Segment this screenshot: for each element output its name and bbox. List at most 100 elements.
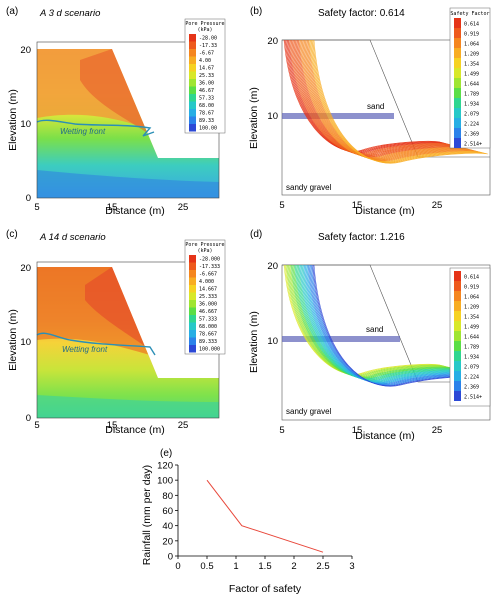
panel-e-axes xyxy=(177,465,352,557)
legend-value: 89.333 xyxy=(199,339,217,345)
legend-value: 78.667 xyxy=(199,332,217,338)
legend-swatch xyxy=(454,98,461,108)
panel-a-xtick: 5 xyxy=(34,202,39,213)
legend-value: 100.00 xyxy=(199,126,217,132)
slip-surface xyxy=(286,39,445,153)
legend-swatch xyxy=(454,311,461,321)
panel-a-ylabel: Elevation (m) xyxy=(7,89,19,151)
legend-value: 2.514+ xyxy=(464,142,482,148)
panel-c-ylabel: Elevation (m) xyxy=(7,309,19,371)
slip-surface xyxy=(286,264,445,376)
legend-value: 1.499 xyxy=(464,72,479,78)
panel-c-ytick: 20 xyxy=(20,263,31,274)
slip-surface xyxy=(294,264,458,379)
legend-swatch xyxy=(189,41,196,49)
legend-value: 36.00 xyxy=(199,81,214,87)
panel-a-legend: Pore Pressure (kPa) -28.00-17.33 -6.674.0… xyxy=(184,18,226,134)
legend-value: -28.000 xyxy=(199,257,220,263)
legend-value: 2.224 xyxy=(464,375,479,381)
legend-swatch xyxy=(189,277,196,285)
panel-e-ytick-label: 120 xyxy=(157,461,173,472)
panel-a-xtick: 15 xyxy=(107,202,118,213)
legend-swatch xyxy=(454,118,461,128)
panel-c-suction-zone xyxy=(85,267,150,350)
panel-e-ytick-label: 80 xyxy=(162,491,173,502)
legend-value: 2.224 xyxy=(464,122,479,128)
panel-c-scenario: A 14 d scenario xyxy=(39,232,106,243)
panel-c-saturated-zone xyxy=(37,395,219,418)
panel-d-legend-entries: 0.614 0.919 1.064 1.209 1.354 1.499 1.644 1.789… xyxy=(454,271,482,401)
legend-value: 4.00 xyxy=(199,58,211,64)
legend-swatch xyxy=(189,124,196,132)
legend-value: 0.614 xyxy=(464,275,479,281)
legend-value: 25.33 xyxy=(199,73,214,79)
panel-e-series-line xyxy=(206,479,324,553)
panel-b-xlabel: Distance (m) xyxy=(355,205,415,217)
panel-e: (e) 0 0.5 1 1.5 2 2.5 3 0 20 40 60 80 100 120 Factor … xyxy=(141,448,355,594)
legend-swatch xyxy=(189,94,196,102)
panel-b-ylabel: Elevation (m) xyxy=(248,87,260,149)
panel-a-wetting-front-line xyxy=(36,119,155,137)
panel-c-label: (c) xyxy=(6,229,18,240)
panel-d-sand-layer xyxy=(282,336,400,342)
legend-swatch xyxy=(454,38,461,48)
panel-e-ytick-label: 100 xyxy=(157,476,173,487)
legend-value: 1.644 xyxy=(464,335,479,341)
legend-swatch xyxy=(189,337,196,345)
legend-swatch xyxy=(189,270,196,278)
panel-b-label: (b) xyxy=(250,6,262,17)
slip-surface xyxy=(293,264,457,379)
legend-value: 1.789 xyxy=(464,345,479,351)
legend-value: 25.333 xyxy=(199,294,217,300)
panel-a-pore-field xyxy=(36,49,219,198)
panel-b-title: Safety factor: 0.614 xyxy=(318,8,405,19)
legend-value: 57.33 xyxy=(199,96,214,102)
legend-value: -6.667 xyxy=(199,272,217,278)
panel-a-xtick: 25 xyxy=(178,202,189,213)
legend-swatch xyxy=(454,78,461,88)
panel-b-legend-title: Safety Factor xyxy=(450,11,489,17)
legend-swatch xyxy=(189,79,196,87)
panel-c-xtick: 5 xyxy=(34,420,39,431)
panel-b-legend-entries: 0.614 0.919 1.064 1.209 1.354 1.499 1.644 1.789… xyxy=(454,18,482,148)
slip-surface xyxy=(300,39,468,159)
legend-value: 1.354 xyxy=(464,62,479,68)
panel-e-xlabel: Factor of safety xyxy=(229,583,302,594)
panel-a-ytick: 20 xyxy=(20,45,31,56)
legend-value: 1.644 xyxy=(464,82,479,88)
slip-surface xyxy=(294,39,458,156)
panel-b-xtick: 25 xyxy=(432,200,443,211)
panel-b-xtick: 5 xyxy=(279,200,284,211)
legend-value: 89.33 xyxy=(199,118,214,124)
panel-c-xlabel: Distance (m) xyxy=(105,424,165,436)
panel-e-ytick-label: 60 xyxy=(162,506,173,517)
panel-b-ytick: 10 xyxy=(267,111,278,122)
panel-a-unsaturated-zone xyxy=(37,49,158,158)
legend-value: 4.000 xyxy=(199,279,214,285)
panel-e-xtick-label: 0 xyxy=(175,561,180,572)
panel-d-title: Safety factor: 1.216 xyxy=(318,232,405,243)
legend-value: 0.919 xyxy=(464,285,479,291)
panel-a-label: (a) xyxy=(6,6,18,17)
legend-swatch xyxy=(189,285,196,293)
slip-surface xyxy=(286,264,444,376)
panel-e-xtick-label: 2 xyxy=(291,561,296,572)
legend-swatch xyxy=(454,18,461,28)
legend-value: 68.000 xyxy=(199,324,217,330)
panel-e-xtick-label: 2.5 xyxy=(316,561,329,572)
legend-swatch xyxy=(189,34,196,42)
legend-value: 1.209 xyxy=(464,305,479,311)
legend-value: 36.000 xyxy=(199,302,217,308)
legend-value: 1.064 xyxy=(464,42,479,48)
slip-surface xyxy=(286,39,444,153)
legend-swatch xyxy=(189,330,196,338)
panel-a-legend-unit: (kPa) xyxy=(197,27,212,33)
panel-c: (c) A 14 d scenario Wetting front 5 15 2… xyxy=(6,229,226,436)
panel-e-ytick-label: 40 xyxy=(162,521,173,532)
legend-swatch xyxy=(454,341,461,351)
legend-value: 1.934 xyxy=(464,102,479,108)
legend-swatch xyxy=(454,28,461,38)
panel-a-scenario: A 3 d scenario xyxy=(39,8,100,19)
